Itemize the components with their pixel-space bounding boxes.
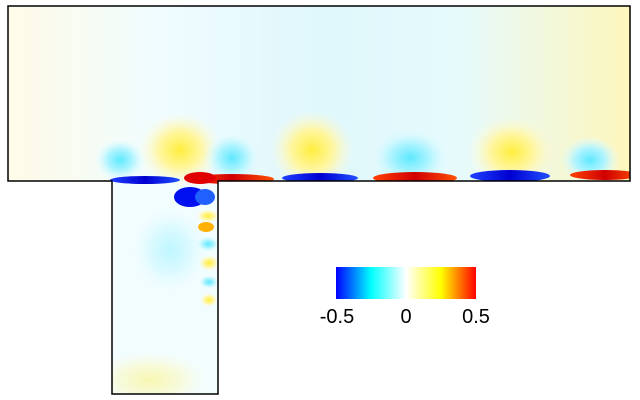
colorbar-max-label: 0.5 — [462, 306, 490, 328]
colorbar — [336, 267, 476, 299]
domain-outline — [7, 5, 631, 395]
colorbar-min-label: -0.5 — [319, 306, 355, 328]
colorbar-mid-label: 0 — [400, 306, 412, 328]
